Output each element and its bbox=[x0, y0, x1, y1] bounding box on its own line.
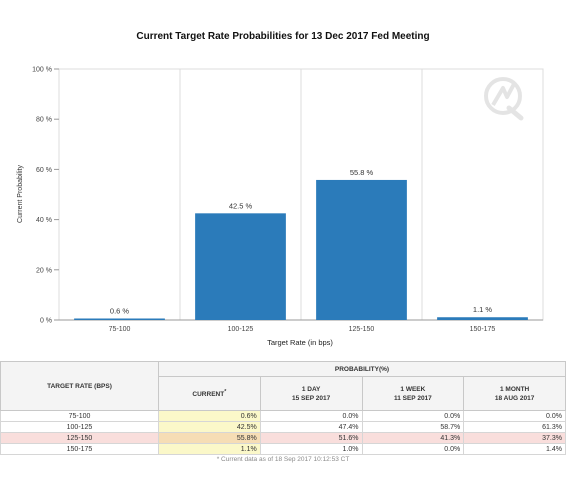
table-row: 150-175 1.1% 1.0% 0.0% 1.4% bbox=[0, 443, 566, 455]
table-row: 125-150 55.8% 51.6% 41.3% 37.3% bbox=[0, 432, 566, 444]
rate-cell: 75-100 bbox=[0, 410, 159, 422]
probability-cell: 51.6% bbox=[259, 432, 363, 444]
chart-title: Current Target Rate Probabilities for 13… bbox=[136, 31, 430, 42]
y-tick-label: 40 % bbox=[36, 217, 52, 224]
footnote-marker: * bbox=[224, 389, 227, 396]
period-label: CURRENT bbox=[192, 391, 225, 399]
period-label: 1 MONTH bbox=[500, 385, 530, 393]
rate-cell: 100-125 bbox=[0, 421, 159, 433]
period-column-header: CURRENT* bbox=[158, 376, 261, 411]
probability-cell: 55.8% bbox=[158, 432, 261, 444]
y-tick-label: 100 % bbox=[32, 67, 52, 74]
probability-cell: 0.0% bbox=[259, 410, 363, 422]
bar-150-175[interactable] bbox=[437, 317, 528, 320]
period-column-header: 1 DAY 15 SEP 2017 bbox=[259, 376, 363, 411]
probability-cell: 0.0% bbox=[361, 443, 465, 455]
bar-75-100[interactable] bbox=[74, 318, 165, 320]
y-tick-label: 80 % bbox=[36, 117, 52, 124]
probability-table: TARGET RATE (BPS) PROBABILITY(%) CURRENT… bbox=[0, 360, 566, 455]
footnote: * Current data as of 18 Sep 2017 10:12:5… bbox=[216, 456, 350, 463]
bar-chart: 0 % 20 % 40 % 60 % 80 % 100 % 0.6 % 75-100 42.5 … bbox=[17, 67, 544, 347]
x-tick-label: 125-150 bbox=[349, 326, 375, 333]
probability-cell: 37.3% bbox=[463, 432, 566, 444]
probability-cell: 42.5% bbox=[158, 421, 261, 433]
y-tick-label: 20 % bbox=[36, 267, 52, 274]
x-axis-title: Target Rate (in bps) bbox=[267, 338, 333, 347]
period-date: 15 SEP 2017 bbox=[292, 394, 331, 402]
period-label: 1 WEEK bbox=[400, 385, 426, 393]
data-label: 0.6 % bbox=[110, 306, 130, 315]
y-axis-title: Current Probability bbox=[17, 165, 24, 223]
probability-cell: 1.4% bbox=[463, 443, 566, 455]
y-tick-label: 0 % bbox=[40, 318, 52, 325]
table-row: 75-100 0.6% 0.0% 0.0% 0.0% bbox=[0, 410, 566, 422]
table-row: 100-125 42.5% 47.4% 58.7% 61.3% bbox=[0, 421, 566, 433]
bar-100-125[interactable] bbox=[195, 213, 286, 320]
probability-cell: 1.0% bbox=[259, 443, 363, 455]
probability-cell: 0.0% bbox=[463, 410, 566, 422]
watermark-logo bbox=[484, 77, 524, 121]
data-label: 42.5 % bbox=[229, 201, 253, 210]
period-column-header: 1 MONTH 18 AUG 2017 bbox=[463, 376, 566, 411]
data-label: 55.8 % bbox=[350, 168, 374, 177]
data-label: 1.1 % bbox=[473, 305, 493, 314]
rate-column-header: TARGET RATE (BPS) bbox=[0, 361, 159, 411]
x-tick-label: 100-125 bbox=[228, 326, 254, 333]
probability-cell: 58.7% bbox=[361, 421, 465, 433]
probability-cell: 41.3% bbox=[361, 432, 465, 444]
period-date: 11 SEP 2017 bbox=[393, 394, 432, 402]
x-tick-label: 150-175 bbox=[470, 326, 496, 333]
period-column-header: 1 WEEK 11 SEP 2017 bbox=[361, 376, 465, 411]
x-tick-label: 75-100 bbox=[109, 326, 131, 333]
y-tick-label: 60 % bbox=[36, 167, 52, 174]
probability-table-container: TARGET RATE (BPS) PROBABILITY(%) CURRENT… bbox=[0, 360, 566, 463]
probability-cell: 47.4% bbox=[259, 421, 363, 433]
probability-cell: 0.6% bbox=[158, 410, 261, 422]
probability-cell: 61.3% bbox=[463, 421, 566, 433]
rate-cell: 150-175 bbox=[0, 443, 159, 455]
probability-cell: 1.1% bbox=[158, 443, 261, 455]
probability-cell: 0.0% bbox=[361, 410, 465, 422]
rate-cell: 125-150 bbox=[0, 432, 159, 444]
bar-125-150[interactable] bbox=[316, 179, 407, 320]
probability-column-header: PROBABILITY(%) bbox=[158, 360, 566, 378]
period-date: 18 AUG 2017 bbox=[494, 394, 535, 402]
period-label: 1 DAY bbox=[301, 385, 321, 393]
